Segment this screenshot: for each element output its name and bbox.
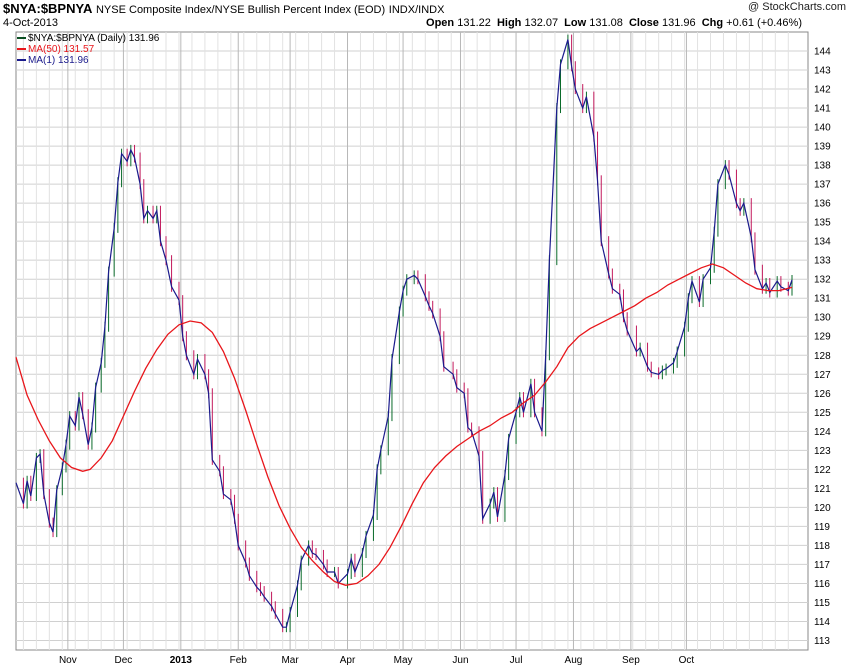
y-tick-label: 125 — [814, 408, 831, 419]
open-value: 131.22 — [457, 17, 491, 29]
x-tick-label: Feb — [230, 655, 248, 666]
low-value: 131.08 — [589, 17, 623, 29]
chart-legend: $NYA:$BPNYA (Daily) 131.96 MA(50) 131.57… — [17, 33, 159, 66]
ma50-series-line — [15, 263, 793, 586]
chart-title: $NYA:$BPNYA NYSE Composite Index/NYSE Bu… — [3, 1, 444, 16]
y-tick-label: 124 — [814, 427, 831, 438]
y-tick-label: 132 — [814, 275, 831, 286]
high-label: High — [496, 17, 522, 29]
y-tick-label: 137 — [814, 180, 831, 191]
x-tick-label: Dec — [115, 655, 133, 666]
y-tick-label: 144 — [814, 47, 831, 58]
chg-label: Chg — [701, 17, 724, 29]
x-tick-label: May — [394, 655, 413, 666]
x-tick-label: Jun — [452, 655, 468, 666]
y-tick-label: 135 — [814, 218, 831, 229]
y-tick-label: 126 — [814, 389, 831, 400]
description-label: NYSE Composite Index/NYSE Bullish Percen… — [95, 4, 386, 16]
y-tick-label: 141 — [814, 104, 831, 115]
y-tick-label: 140 — [814, 123, 831, 134]
low-label: Low — [564, 17, 587, 29]
y-tick-label: 123 — [814, 446, 831, 457]
y-tick-label: 121 — [814, 484, 831, 495]
y-tick-label: 114 — [814, 617, 830, 628]
y-tick-label: 134 — [814, 237, 831, 248]
y-tick-label: 113 — [814, 636, 830, 647]
x-tick-label: Nov — [59, 655, 77, 666]
y-tick-label: 133 — [814, 256, 831, 267]
price-swatch-icon — [17, 37, 26, 40]
y-tick-label: 139 — [814, 142, 831, 153]
date-label: 4-Oct-2013 — [3, 17, 59, 29]
legend-ma1: MA(1) 131.96 — [17, 55, 159, 66]
y-tick-label: 115 — [814, 598, 830, 609]
y-tick-label: 118 — [814, 541, 830, 552]
legend-ma50: MA(50) 131.57 — [17, 44, 159, 55]
y-tick-label: 138 — [814, 161, 831, 172]
y-tick-label: 143 — [814, 66, 831, 77]
chg-value: +0.61 (+0.46%) — [726, 17, 802, 29]
y-tick-label: 128 — [814, 351, 831, 362]
close-value: 131.96 — [661, 17, 696, 29]
high-value: 132.07 — [524, 17, 559, 29]
y-tick-label: 117 — [814, 560, 830, 571]
quote-summary: Open 131.22 High 132.07 Low 131.08 Close… — [426, 17, 805, 29]
x-tick-label: Mar — [281, 655, 299, 666]
legend-price-label: $NYA:$BPNYA (Daily) 131.96 — [28, 33, 160, 44]
x-tick-label: Apr — [340, 655, 356, 666]
exchange-label: INDX/INDX — [388, 4, 445, 16]
x-tick-label: Sep — [622, 655, 640, 666]
y-tick-label: 120 — [814, 503, 831, 514]
legend-ma1-label: MA(1) 131.96 — [28, 55, 89, 66]
chart-header: $NYA:$BPNYA NYSE Composite Index/NYSE Bu… — [0, 0, 850, 32]
legend-price: $NYA:$BPNYA (Daily) 131.96 — [17, 33, 159, 44]
x-tick-label: Aug — [565, 655, 583, 666]
y-tick-label: 131 — [814, 294, 831, 305]
y-tick-label: 122 — [814, 465, 831, 476]
y-tick-label: 127 — [814, 370, 831, 381]
legend-ma50-label: MA(50) 131.57 — [28, 44, 95, 55]
y-tick-label: 130 — [814, 313, 831, 324]
y-tick-label: 142 — [814, 85, 831, 96]
open-label: Open — [426, 17, 455, 29]
y-tick-label: 136 — [814, 199, 831, 210]
copyright-link[interactable]: @ StockCharts.com — [748, 1, 846, 13]
ma1-swatch-icon — [17, 59, 26, 62]
y-tick-label: 129 — [814, 332, 831, 343]
x-tick-label: Oct — [679, 655, 695, 666]
x-tick-label: Jul — [510, 655, 523, 666]
y-tick-label: 119 — [814, 522, 830, 533]
ma50-swatch-icon — [17, 48, 26, 51]
y-tick-label: 116 — [814, 579, 830, 590]
x-tick-label: 2013 — [170, 655, 193, 666]
ma1-series-line — [15, 39, 793, 628]
close-label: Close — [628, 17, 659, 29]
symbol-label: $NYA:$BPNYA — [3, 1, 93, 16]
